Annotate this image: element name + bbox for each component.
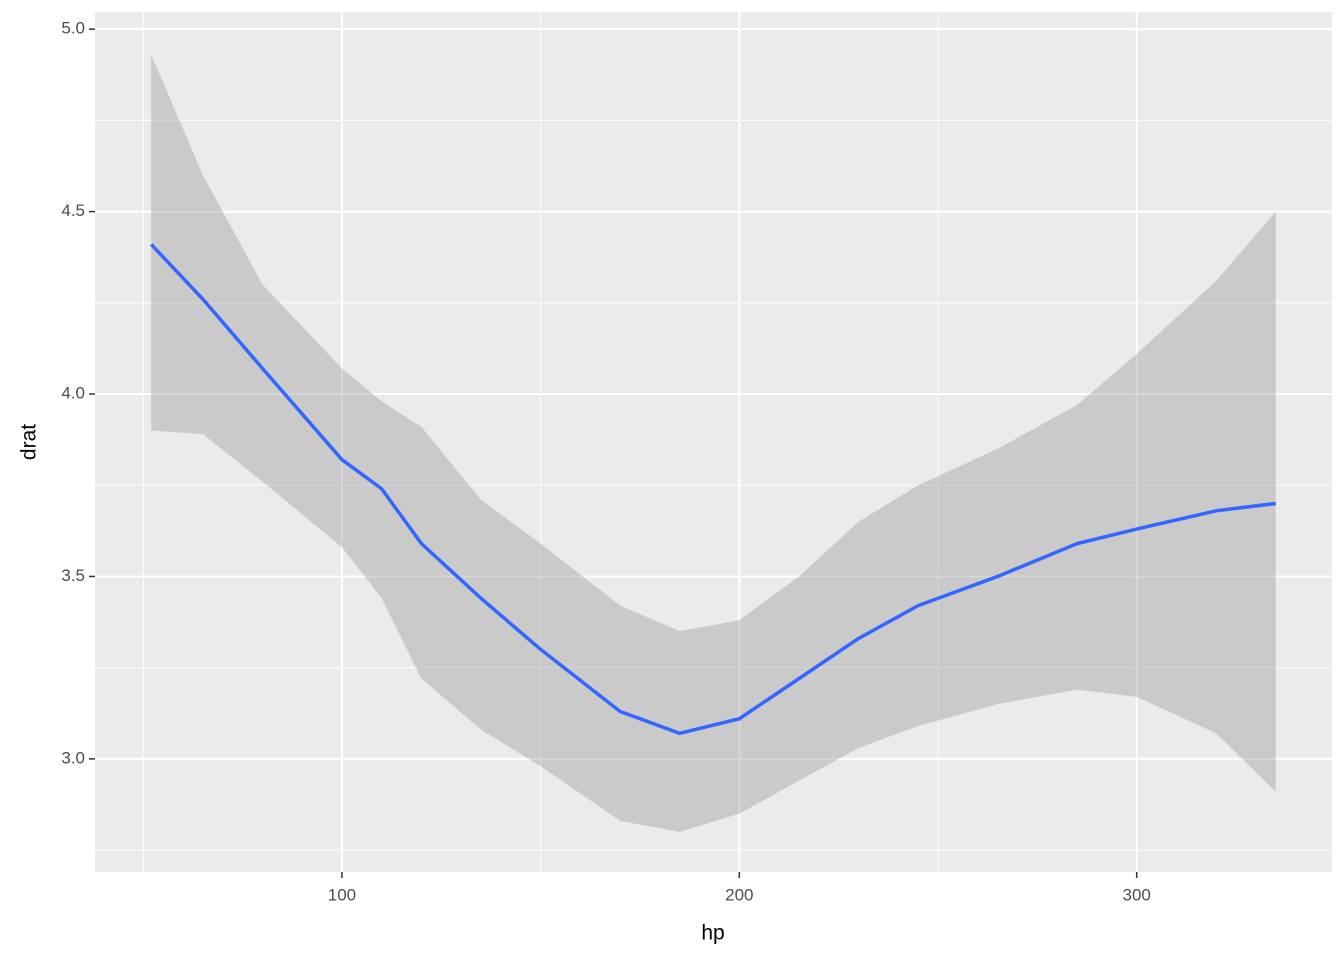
y-tick-label: 5.0	[61, 19, 85, 38]
y-tick-label: 4.0	[61, 384, 85, 403]
x-tick-label: 200	[725, 885, 753, 904]
x-axis-title: hp	[701, 922, 724, 945]
confidence-band	[151, 54, 1276, 832]
smooth-line	[149, 243, 1276, 736]
panel	[95, 12, 1332, 872]
y-tick-label: 4.5	[61, 201, 85, 220]
y-tick-label: 3.5	[61, 566, 85, 585]
y-tick-label: 3.0	[61, 748, 85, 767]
x-tick-label: 100	[328, 885, 356, 904]
x-tick-label: 300	[1123, 885, 1151, 904]
y-axis-title: drat	[18, 424, 41, 460]
